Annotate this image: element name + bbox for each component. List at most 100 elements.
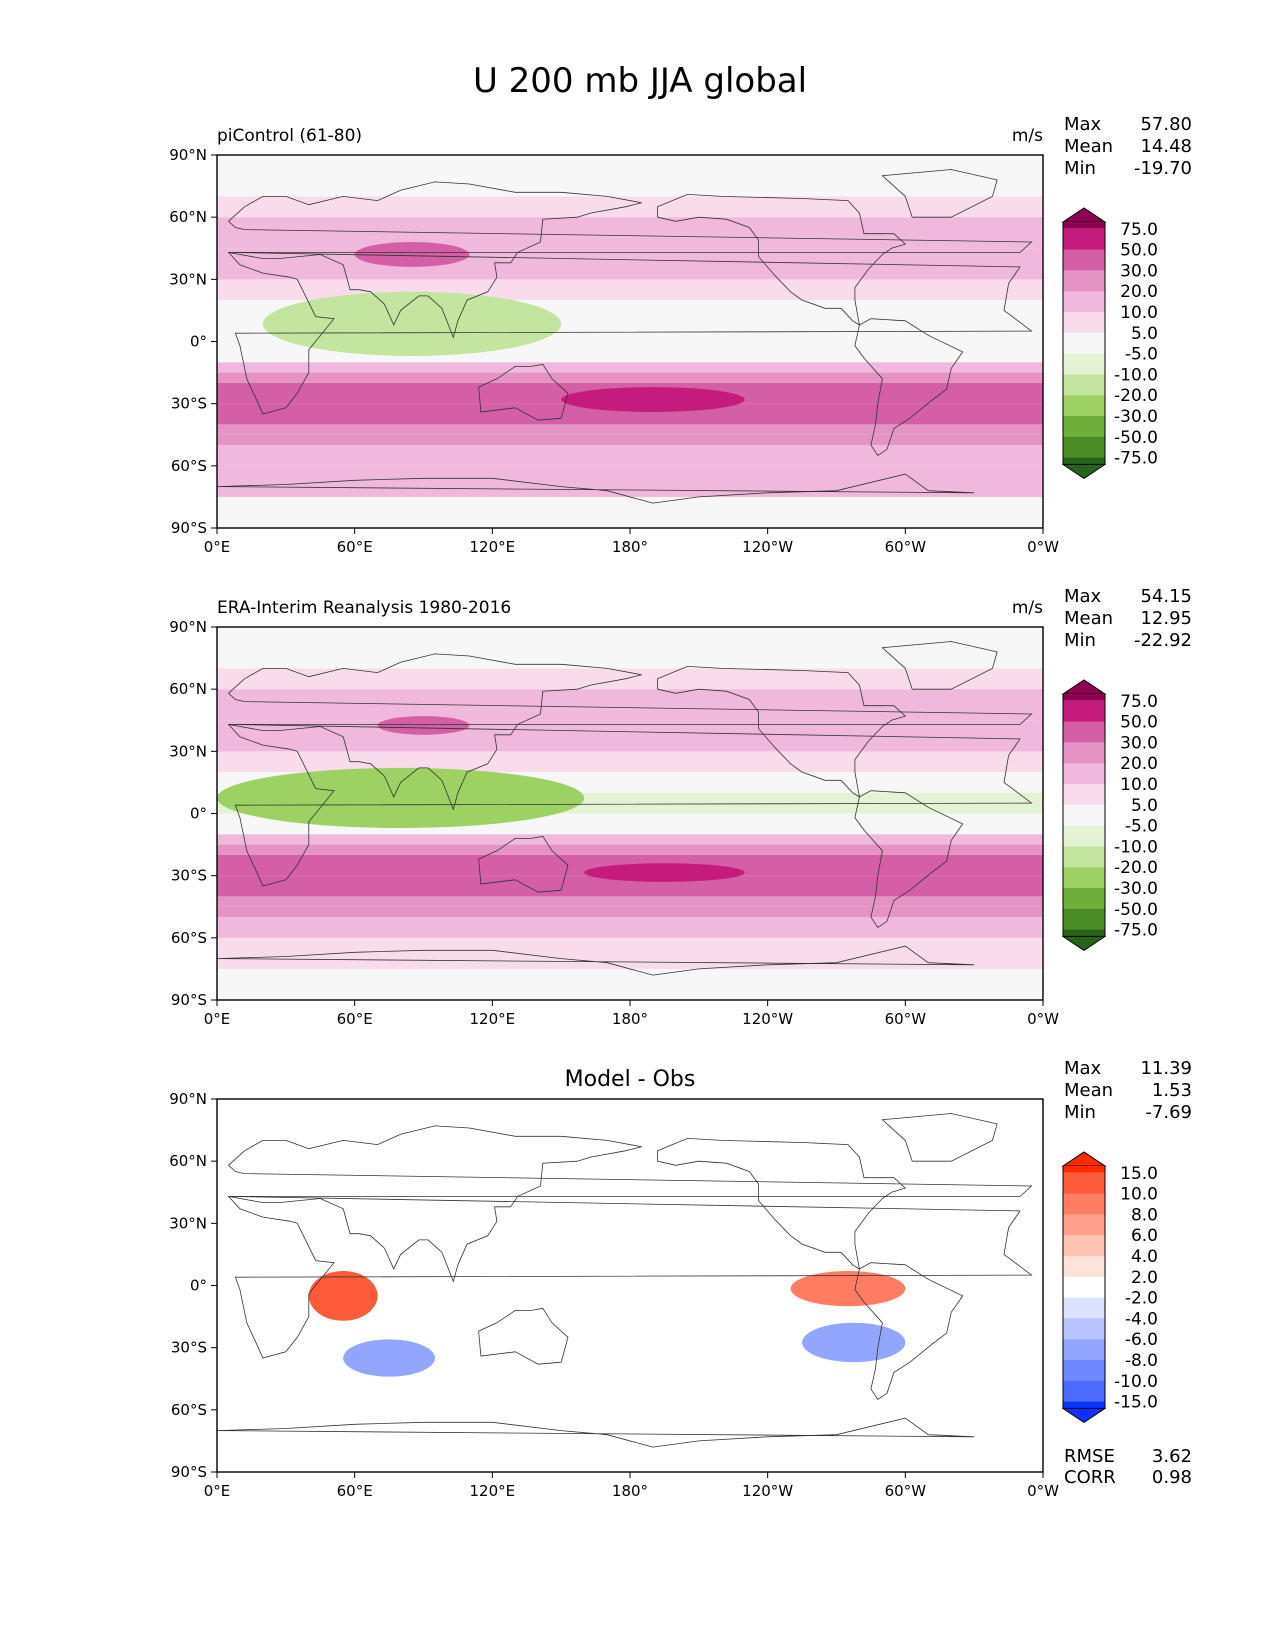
colorbar-segment [1063,825,1105,847]
x-tick-label: 120°W [742,1010,793,1028]
colorbar-tick-label: -50.0 [1114,900,1158,920]
extra-stat-label: CORR [1064,1467,1116,1488]
model-axis-ticks: 0°E 60°E 120°E 180° 120°W 60°W 0°W 90°N 60°N 30°N… [169,146,1059,556]
stat-value: -7.69 [1145,1102,1192,1123]
colorbar-extend-top [1061,207,1107,223]
colorbar-tick-label: 50.0 [1120,713,1158,733]
colorbar-segment [1063,1193,1105,1215]
colorbar-tick-label: 10.0 [1120,303,1158,323]
figure-title: U 200 mb JJA global [473,61,807,101]
obs-map-field [217,627,1043,1000]
colorbar-segment [1063,270,1105,292]
y-tick-label: 60°N [169,680,207,698]
colorbar-segment [1063,700,1105,723]
model-map-field [217,155,1043,528]
colorbar-segment [1063,1256,1105,1278]
colorbar-segment [1063,332,1105,355]
colorbar-tick-label: -20.0 [1114,858,1158,878]
colorbar-segment [1063,784,1105,806]
x-tick-label: 60°W [885,1010,927,1028]
colorbar-segment [1063,1360,1105,1382]
colorbar-segment [1063,908,1105,931]
colorbar-tick-label: -8.0 [1125,1351,1158,1371]
diff-colorbar: 15.010.08.06.04.02.0-2.0-4.0-6.0-8.0-10.… [1061,1151,1158,1424]
stat-label: Min [1064,1102,1096,1123]
x-tick-label: 60°W [885,538,927,556]
extra-stat-label: RMSE [1064,1446,1115,1467]
y-tick-label: 30°S [171,395,207,413]
colorbar-segment [1063,867,1105,889]
colorbar-segment [1063,742,1105,764]
obs-left-title: ERA-Interim Reanalysis 1980-2016 [217,598,511,618]
model-coastlines [217,169,1033,504]
colorbar-segment [1063,395,1105,417]
obs-stats: Max 54.15 Mean 12.95 Min -22.92 [1064,586,1192,651]
y-tick-label: 0° [190,1277,207,1295]
x-tick-label: 180° [612,1010,648,1028]
stat-label: Mean [1064,136,1113,157]
colorbar-tick-label: 5.0 [1131,796,1158,816]
obs-axis-ticks: 0°E 60°E 120°E 180° 120°W 60°W 0°W 90°N 60°N 30°N… [169,618,1059,1028]
colorbar-tick-label: 10.0 [1120,1185,1158,1205]
colorbar-tick-label: 4.0 [1131,1247,1158,1267]
colorbar-segment [1063,353,1105,375]
colorbar-segment [1063,457,1105,465]
stat-value: 1.53 [1152,1080,1192,1101]
stat-label: Max [1064,1058,1102,1079]
colorbar-tick-label: -4.0 [1125,1309,1158,1329]
diff-coastlines [217,1113,1033,1448]
colorbar-tick-label: 75.0 [1120,692,1158,712]
stat-label: Mean [1064,608,1113,629]
stat-value: 14.48 [1140,136,1192,157]
y-tick-label: 30°N [169,742,207,760]
diff-map-field [217,1099,1043,1472]
colorbar-segment [1063,1172,1105,1195]
y-tick-label: 90°S [171,519,207,537]
y-tick-label: 90°S [171,991,207,1009]
colorbar-extend-top [1061,679,1107,695]
colorbar-tick-label: -5.0 [1125,345,1158,365]
colorbar-tick-label: 50.0 [1120,241,1158,261]
x-tick-label: 120°W [742,538,793,556]
colorbar-tick-label: -75.0 [1114,449,1158,469]
colorbar-tick-label: 8.0 [1131,1205,1158,1225]
colorbar-tick-label: 20.0 [1120,754,1158,774]
colorbar-tick-label: -5.0 [1125,817,1158,837]
colorbar-tick-label: -50.0 [1114,428,1158,448]
colorbar-tick-label: -10.0 [1114,1372,1158,1392]
x-tick-label: 180° [612,1482,648,1500]
panel-model: 0°E 60°E 120°E 180° 120°W 60°W 0°W 90°N 60°N 30°N… [169,114,1192,556]
y-tick-label: 60°S [171,929,207,947]
stat-value: -22.92 [1134,630,1192,651]
panel-diff: 0°E 60°E 120°E 180° 120°W 60°W 0°W 90°N 60°N 30°N… [169,1058,1192,1500]
colorbar-extend-bottom [1061,935,1107,952]
stat-value: 54.15 [1140,586,1192,607]
y-tick-label: 0° [190,805,207,823]
y-tick-label: 60°N [169,208,207,226]
stat-value: 57.80 [1140,114,1192,135]
y-tick-label: 30°S [171,1339,207,1357]
stat-label: Min [1064,158,1096,179]
colorbar-segment [1063,846,1105,868]
stat-value: 11.39 [1140,1058,1192,1079]
colorbar-segment [1063,1166,1105,1173]
colorbar-segment [1063,929,1105,937]
x-tick-label: 60°E [337,538,373,556]
colorbar-tick-label: -2.0 [1125,1289,1158,1309]
y-tick-label: 90°N [169,146,207,164]
x-tick-label: 120°W [742,1482,793,1500]
colorbar-tick-label: -30.0 [1114,407,1158,427]
y-tick-label: 30°N [169,1214,207,1232]
colorbar-segment [1063,291,1105,313]
colorbar-extend-bottom [1061,463,1107,480]
colorbar-segment [1063,1297,1105,1319]
colorbar-tick-label: -20.0 [1114,386,1158,406]
model-stats: Max 57.80 Mean 14.48 Min -19.70 [1064,114,1192,179]
x-tick-label: 120°E [470,538,516,556]
obs-coastlines [217,641,1033,976]
colorbar-segment [1063,222,1105,229]
colorbar-segment [1063,249,1105,271]
colorbar-segment [1063,228,1105,251]
colorbar-segment [1063,1235,1105,1257]
